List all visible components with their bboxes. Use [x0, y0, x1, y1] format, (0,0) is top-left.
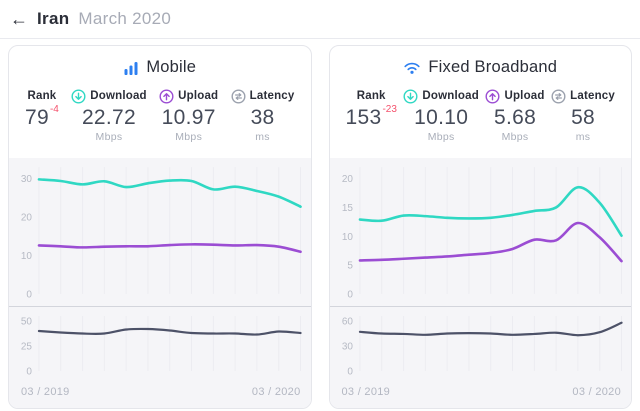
page-title: Iran	[37, 9, 70, 28]
fixed-speed-chart: 20 15 10 5 0	[341, 167, 623, 300]
mobile-latency-chart: 50 25 0	[21, 316, 302, 377]
fixed-card-title: Fixed Broadband	[330, 46, 632, 79]
svg-text:0: 0	[26, 289, 32, 300]
upload-circle-icon	[485, 88, 500, 104]
mobile-card-title: Mobile	[9, 46, 311, 79]
svg-text:20: 20	[21, 213, 33, 224]
x-start-label: 03 / 2019	[341, 386, 391, 398]
fixed-broadband-card: Fixed Broadband Rank 153 -23 Download 10.…	[328, 45, 632, 409]
mobile-stats: Rank 79 -4 Download 22.72 Mbps	[9, 79, 311, 158]
fixed-latency-chart: 60 30 0	[341, 316, 623, 377]
upload-value: 5.68	[494, 106, 537, 129]
svg-text:10: 10	[341, 232, 353, 243]
mobile-card: Mobile Rank 79 -4 Download 22.72 Mbps	[8, 45, 312, 409]
rank-value: 153	[345, 106, 382, 129]
upload-stat: Upload 5.68 Mbps	[485, 88, 544, 145]
download-value: 10.10	[414, 106, 469, 129]
header: ← Iran March 2020	[0, 0, 640, 39]
fixed-chart-body: 20 15 10 5 0 60 30 0 03 / 2019 03 / 2020	[329, 158, 632, 408]
stat-label: Rank	[356, 90, 386, 102]
card-title-label: Mobile	[146, 58, 197, 76]
latency-stat: Latency 38 ms	[231, 88, 295, 145]
latency-value: 58	[571, 106, 596, 129]
svg-text:60: 60	[341, 317, 353, 328]
latency-circle-icon	[551, 88, 566, 104]
fixed-stats: Rank 153 -23 Download 10.10 Mbps	[330, 79, 632, 158]
rank-delta: -23	[382, 104, 397, 115]
svg-text:0: 0	[347, 289, 353, 300]
upload-value: 10.97	[161, 106, 216, 129]
download-value: 22.72	[81, 106, 137, 129]
x-end-label: 03 / 2020	[251, 386, 301, 398]
svg-text:15: 15	[341, 203, 353, 214]
x-axis-labels: 03 / 2019 03 / 2020	[9, 383, 311, 408]
cards-container: Mobile Rank 79 -4 Download 22.72 Mbps	[0, 39, 640, 409]
latency-circle-icon	[231, 88, 246, 104]
page-subtitle: March 2020	[78, 9, 172, 28]
download-stat: Download 22.72 Mbps	[71, 88, 147, 145]
stat-unit: Mbps	[501, 131, 529, 143]
back-arrow-icon[interactable]: ←	[10, 9, 28, 29]
rank-delta: -4	[49, 104, 59, 115]
stat-unit: Mbps	[427, 131, 455, 143]
mobile-bars-icon	[124, 61, 138, 75]
download-stat: Download 10.10 Mbps	[403, 88, 479, 145]
stat-label: Latency	[249, 90, 295, 102]
svg-text:10: 10	[21, 251, 33, 262]
stat-label: Download	[90, 90, 147, 102]
x-axis-labels: 03 / 2019 03 / 2020	[330, 383, 632, 408]
stat-unit: ms	[255, 131, 270, 143]
latency-stat: Latency 58 ms	[551, 88, 615, 145]
stat-unit: ms	[575, 131, 591, 143]
svg-text:50: 50	[21, 317, 33, 328]
mobile-chart-body: 30 20 10 0 50 25 0 03 / 2019 03 / 2020	[9, 158, 311, 408]
card-title-label: Fixed Broadband	[428, 58, 558, 76]
svg-text:20: 20	[341, 174, 353, 185]
stat-label: Upload	[504, 90, 545, 102]
rank-stat: Rank 79 -4	[25, 88, 59, 145]
svg-text:5: 5	[347, 261, 353, 272]
svg-text:30: 30	[21, 174, 33, 185]
wifi-icon	[404, 62, 421, 74]
download-circle-icon	[403, 88, 418, 104]
upload-circle-icon	[159, 88, 174, 104]
chart-divider	[9, 306, 311, 307]
svg-text:30: 30	[341, 341, 353, 352]
latency-value: 38	[250, 106, 275, 129]
mobile-speed-chart: 30 20 10 0	[21, 167, 302, 300]
stat-label: Upload	[178, 90, 219, 102]
chart-divider	[329, 306, 631, 307]
upload-stat: Upload 10.97 Mbps	[159, 88, 218, 145]
download-circle-icon	[71, 88, 86, 104]
stat-label: Latency	[570, 90, 615, 102]
stat-label: Rank	[27, 90, 57, 102]
stat-label: Download	[422, 90, 479, 102]
svg-text:25: 25	[21, 341, 33, 352]
stat-unit: Mbps	[95, 131, 123, 143]
rank-stat: Rank 153 -23	[346, 88, 397, 145]
x-start-label: 03 / 2019	[21, 386, 70, 398]
svg-text:0: 0	[26, 366, 32, 377]
stat-unit: Mbps	[175, 131, 203, 143]
rank-value: 79	[25, 106, 49, 129]
x-end-label: 03 / 2020	[572, 386, 621, 398]
svg-text:0: 0	[347, 366, 353, 377]
